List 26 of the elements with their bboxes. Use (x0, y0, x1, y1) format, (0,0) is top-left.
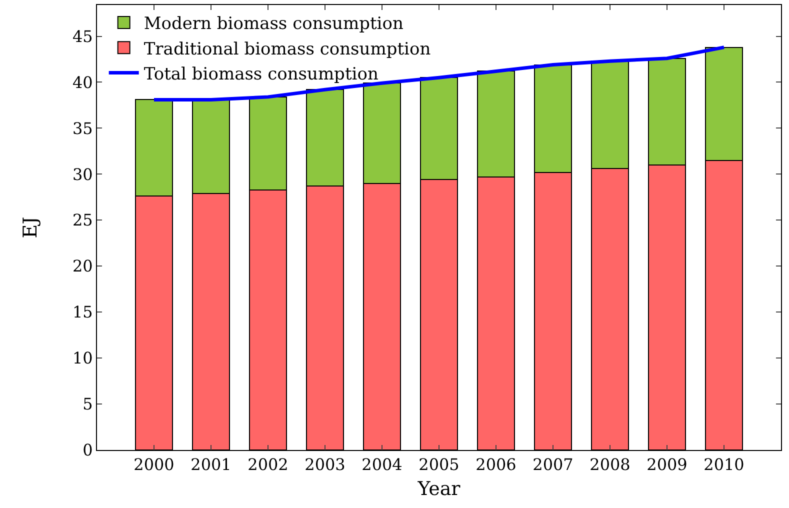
x-tick-label: 2009 (646, 455, 688, 474)
y-tick-label: 0 (82, 440, 93, 460)
legend-label: Modern biomass consumption (144, 14, 404, 34)
x-axis-title: Year (416, 478, 462, 500)
legend-label: Total biomass consumption (144, 64, 378, 84)
x-tick-label: 2008 (590, 455, 630, 474)
y-tick-label: 25 (72, 210, 93, 230)
x-tick-label: 2007 (532, 455, 574, 474)
x-tick-label: 2004 (362, 455, 402, 474)
y-tick-label: 35 (72, 118, 93, 138)
x-tick-label: 2002 (248, 455, 288, 474)
legend-label: Traditional biomass consumption (144, 39, 431, 60)
y-tick-label: 5 (82, 394, 93, 414)
y-tick-label: 30 (72, 164, 93, 184)
x-tick-label: 2000 (134, 455, 174, 474)
y-tick-label: 15 (72, 302, 93, 322)
x-tick-label: 2005 (418, 455, 460, 474)
y-axis-title: EJ (19, 216, 42, 238)
y-tick-label: 10 (72, 348, 93, 368)
x-tick-label: 2001 (190, 455, 232, 474)
y-tick-label: 20 (72, 256, 93, 276)
x-tick-label: 2006 (476, 455, 516, 474)
x-tick-label: 2010 (704, 455, 744, 474)
y-tick-label: 45 (72, 26, 93, 46)
y-tick-label: 40 (72, 72, 93, 92)
x-tick-label: 2003 (304, 455, 346, 474)
